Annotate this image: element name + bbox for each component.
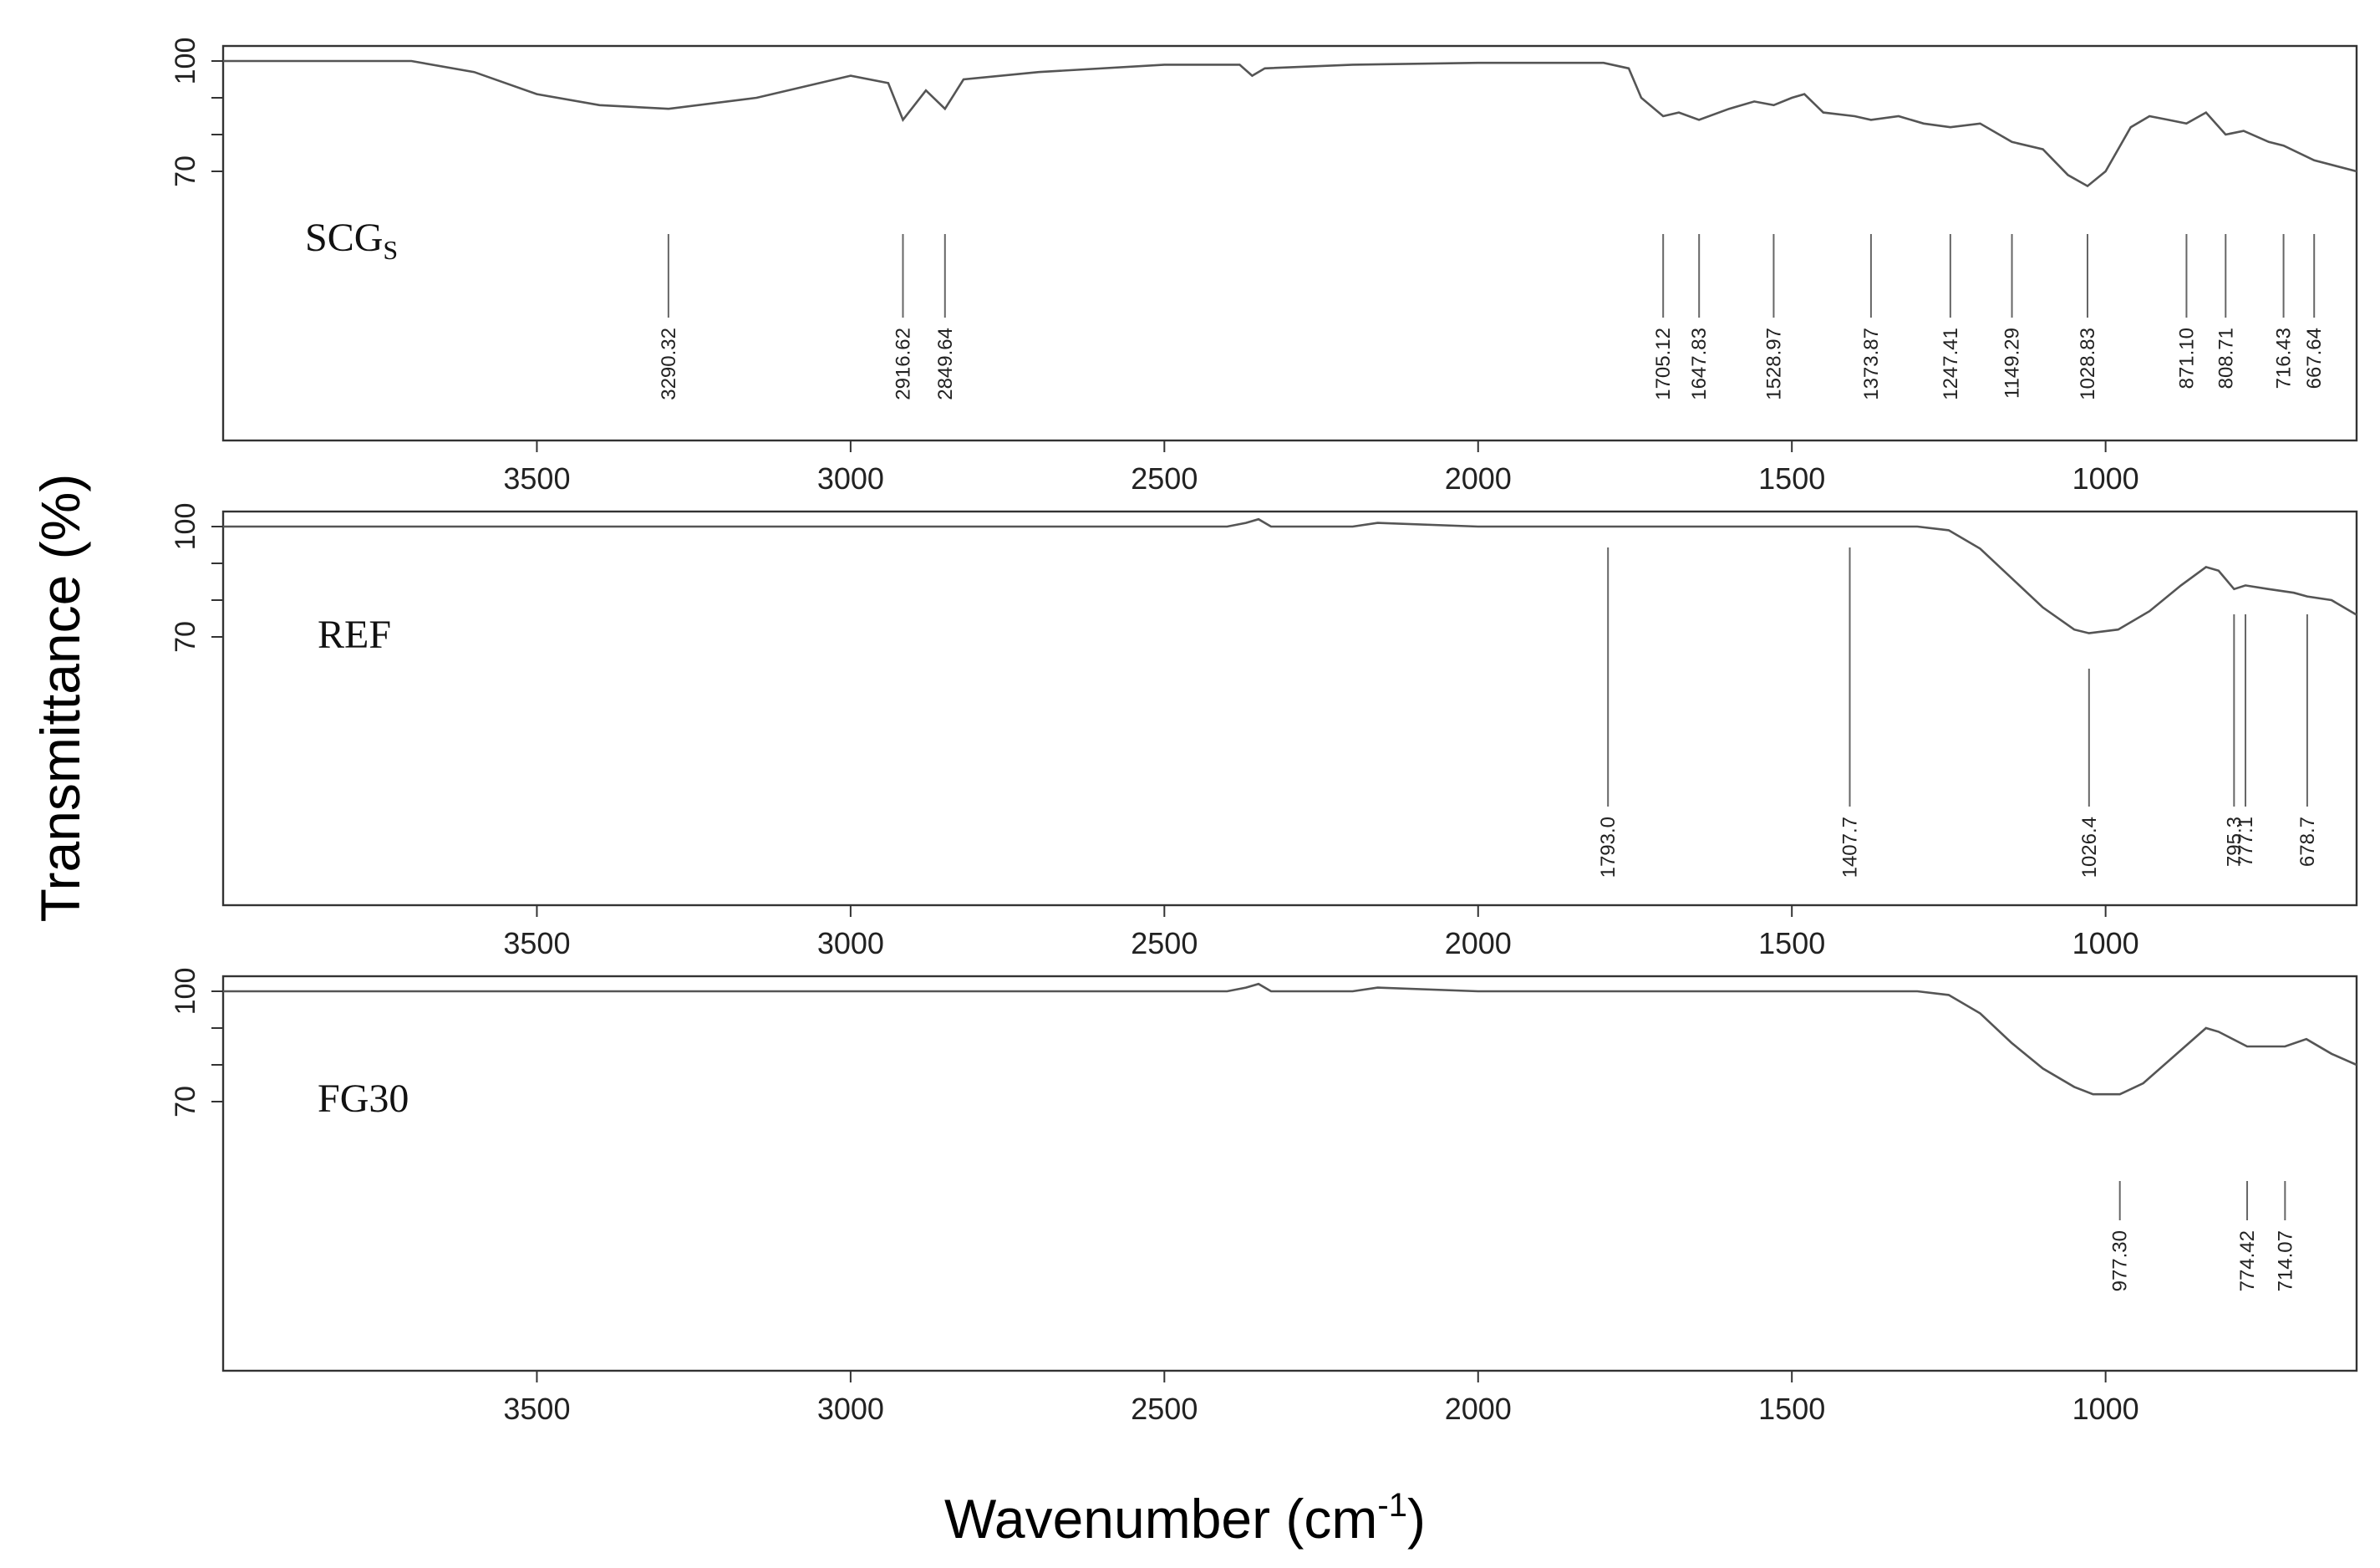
peak-label: 1026.4 — [2078, 817, 2101, 878]
peak-label: 808.71 — [2215, 328, 2237, 389]
sample-label-scg: SCGS — [305, 216, 398, 265]
peak-label: 2916.62 — [892, 328, 914, 400]
peak-label: 795.3 — [2223, 817, 2245, 867]
x-tick-label: 2500 — [1131, 461, 1198, 496]
panel-fg30: 100 70 3500 3000 2500 2000 1500 1000 977.30 774.4… — [170, 968, 2358, 1426]
peak-label: 714.07 — [2274, 1230, 2296, 1291]
x-tick-label: 3000 — [817, 1392, 884, 1426]
x-tick-label: 1500 — [1758, 926, 1825, 960]
peak-label: 871.10 — [2175, 328, 2198, 389]
x-tick-label: 2000 — [1445, 461, 1512, 496]
peak-label: 1373.87 — [1860, 328, 1883, 400]
peak-label: 774.42 — [2236, 1230, 2259, 1291]
peak-label: 1247.41 — [1940, 328, 1962, 400]
spectrum-line-scg — [223, 59, 2357, 188]
peak-label: 977.30 — [2109, 1230, 2132, 1291]
peak-label: 777.1 — [2235, 817, 2257, 867]
peak-label: 678.7 — [2296, 817, 2319, 867]
x-tick-label: 3000 — [817, 461, 884, 496]
peak-label: 2849.64 — [934, 328, 957, 400]
y-tick-label: 100 — [170, 503, 201, 551]
panels: 100 70 3500 3000 2500 2000 1500 1000 3290.32 2916… — [170, 38, 2358, 1426]
peak-label: 1149.29 — [2001, 328, 2024, 399]
x-tick-label: 3500 — [503, 461, 570, 496]
x-tick-label: 2500 — [1131, 926, 1198, 960]
x-tick-label: 2000 — [1445, 1392, 1512, 1426]
x-tick-label: 1000 — [2072, 461, 2139, 496]
y-tick-label: 100 — [170, 968, 201, 1016]
x-tick-label: 1000 — [2072, 926, 2139, 960]
panel-scg: 100 70 3500 3000 2500 2000 1500 1000 3290.32 2916… — [170, 38, 2358, 496]
peak-label: 1705.12 — [1652, 328, 1675, 400]
spectrum-line-fg30 — [223, 982, 2357, 1096]
peak-label: 667.64 — [2303, 328, 2326, 389]
panel-ref: 100 70 3500 3000 2500 2000 1500 1000 1793.0 1407.… — [170, 503, 2358, 960]
x-tick-label: 1500 — [1758, 1392, 1825, 1426]
x-tick-label: 1000 — [2072, 1392, 2139, 1426]
spectrum-line-ref — [223, 517, 2357, 634]
plot-frame — [221, 975, 2358, 1372]
plot-frame — [221, 510, 2358, 907]
peak-label: 1647.83 — [1688, 328, 1711, 400]
y-axis-label: Transmittance (%) — [29, 474, 91, 923]
plot-frame — [221, 44, 2358, 442]
peak-label: 1407.7 — [1839, 817, 1862, 878]
x-tick-label: 3500 — [503, 1392, 570, 1426]
y-tick-label: 100 — [170, 38, 201, 85]
peak-label: 1793.0 — [1597, 817, 1620, 878]
x-tick-label: 2500 — [1131, 1392, 1198, 1426]
peak-label: 1028.83 — [2077, 328, 2099, 400]
peak-label: 1528.97 — [1762, 328, 1785, 400]
x-tick-label: 2000 — [1445, 926, 1512, 960]
x-tick-label: 1500 — [1758, 461, 1825, 496]
x-tick-label: 3500 — [503, 926, 570, 960]
sample-label-fg30: FG30 — [318, 1077, 409, 1121]
sample-label-ref: REF — [318, 613, 391, 657]
y-tick-label: 70 — [170, 1086, 201, 1117]
y-tick-label: 70 — [170, 155, 201, 187]
peak-label: 3290.32 — [658, 328, 680, 400]
x-tick-label: 3000 — [817, 926, 884, 960]
x-axis-label: Wavenumber (cm-1) — [944, 1487, 1426, 1550]
y-tick-label: 70 — [170, 621, 201, 653]
peak-label: 716.43 — [2273, 328, 2296, 389]
